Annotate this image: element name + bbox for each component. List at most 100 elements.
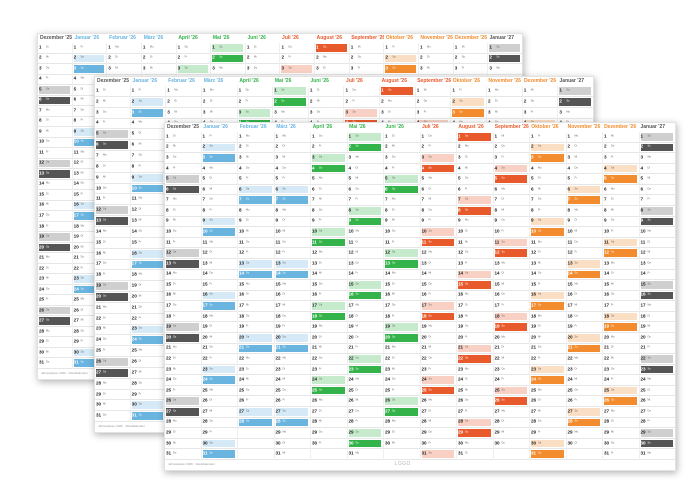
day-number: 19	[422, 324, 427, 330]
day-number: 24	[349, 377, 354, 383]
weekday-label: Mo	[150, 46, 154, 49]
weekday-label: Do	[429, 135, 432, 138]
weekday-label: Sa	[210, 219, 213, 223]
day-number: 10	[276, 229, 281, 235]
weekday-label: Di	[495, 100, 497, 103]
month-header-row: Dezember '25 Januar '26 Februar '26 März '2…	[165, 123, 675, 132]
day-number: 3	[488, 110, 491, 115]
weekday-label: Mi	[392, 368, 395, 371]
weekday-label: Mo	[392, 346, 396, 350]
weekday-label: Di	[103, 89, 105, 93]
day-number: 17	[166, 303, 171, 309]
day-number: 1	[132, 88, 135, 94]
weekday-label: Di	[429, 188, 431, 191]
weekday-label: Mo	[356, 304, 360, 308]
day-number: 22	[641, 356, 646, 362]
day-cell: 1 Di	[308, 86, 344, 97]
weekday-label: Di	[538, 325, 540, 329]
weekday-label: Di	[575, 294, 577, 297]
weekday-label: Mo	[46, 109, 50, 113]
day-number: 21	[641, 345, 646, 351]
day-number: 2	[452, 99, 455, 104]
day-cell: 1 Mo	[238, 132, 274, 143]
month-header: September '26	[415, 77, 451, 86]
day-number: 18	[39, 224, 44, 229]
weekday-label: Mi	[139, 371, 142, 375]
day-number: 18	[276, 314, 281, 319]
day-number: 14	[531, 271, 536, 277]
day-number: 2	[247, 55, 250, 61]
day-number: 27	[96, 370, 101, 376]
weekday-label: Do	[173, 452, 176, 456]
weekday-label: Mo	[283, 431, 287, 435]
day-number: 10	[495, 229, 500, 235]
weekend-highlight	[452, 108, 485, 117]
day-number: 9	[568, 218, 571, 224]
day-number: 27	[458, 409, 463, 415]
day-number: 19	[132, 283, 137, 289]
weekday-label: Di	[392, 357, 394, 361]
day-cell: 3 Mo	[273, 108, 308, 119]
weekday-label: Do	[538, 272, 541, 276]
day-number: 6	[422, 187, 425, 192]
day-cell: 1 Mo	[141, 43, 176, 54]
weekend-highlight	[131, 173, 164, 182]
month-header: September '26	[349, 34, 384, 43]
weekday-label: So	[502, 251, 505, 255]
weekend-highlight	[640, 217, 673, 226]
weekday-label: Di	[319, 336, 321, 339]
day-number: 23	[96, 327, 101, 332]
weekend-highlight	[131, 108, 164, 117]
weekday-label: Fr	[81, 340, 83, 344]
weekday-label: Di	[81, 162, 83, 165]
day-number: 31	[422, 451, 427, 457]
weekday-label: Mo	[538, 389, 542, 392]
weekend-highlight	[494, 175, 527, 183]
day-number: 16	[96, 251, 101, 256]
weekday-label: Sa	[465, 420, 468, 424]
weekday-label: Mi	[575, 378, 578, 382]
day-number: 11	[96, 196, 101, 202]
day-number: 29	[276, 430, 281, 436]
day-number: 2	[604, 144, 607, 150]
weekday-label: Mi	[46, 130, 49, 134]
weekday-label: Do	[429, 209, 432, 213]
day-number: 31	[458, 451, 463, 457]
weekday-label: Mo	[465, 294, 469, 297]
day-cell: 1 Di	[165, 132, 201, 143]
day-number: 6	[385, 187, 388, 192]
weekday-label: Do	[392, 378, 395, 382]
weekday-label: Sa	[173, 177, 176, 181]
weekday-label: Sa	[81, 130, 84, 134]
